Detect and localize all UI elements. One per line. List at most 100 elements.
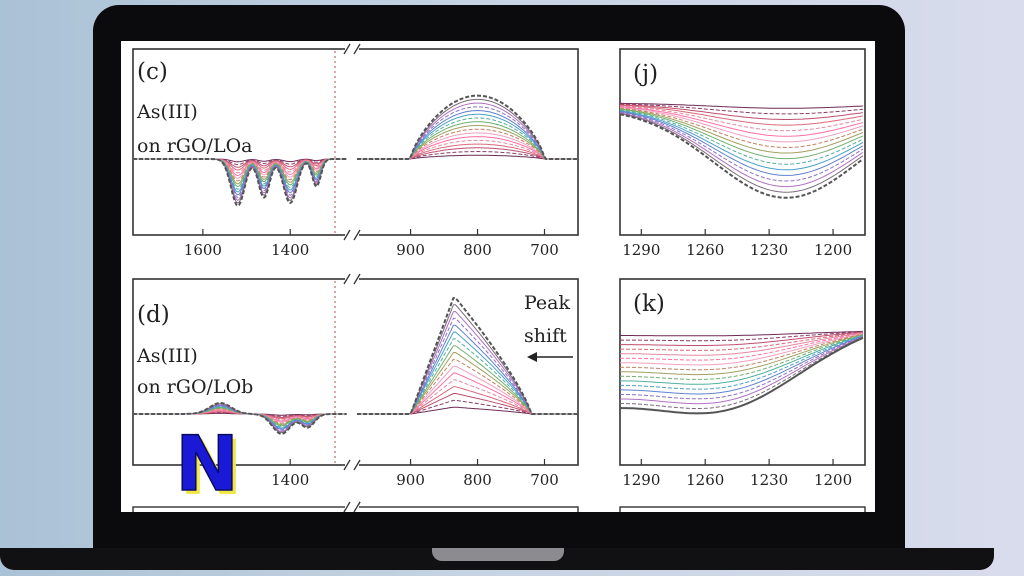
panel-k-series-2 xyxy=(620,331,863,342)
panel-j-tick-label: 1290 xyxy=(622,241,660,259)
panel-d-left-series-8 xyxy=(133,408,347,424)
panel-d-right-series-16 xyxy=(357,304,578,415)
panel-k-series-15 xyxy=(620,336,864,405)
panel-d-tick-label: 1400 xyxy=(271,471,309,489)
panel-j-series-6 xyxy=(619,106,864,137)
peak-shift-arrow-icon xyxy=(527,352,573,362)
panel-k-series-17 xyxy=(619,336,864,415)
panel-c-annotation-line2: on rGO/LOa xyxy=(137,135,252,157)
panel-k-ticks: 1290 1260 1230 1200 xyxy=(622,459,852,489)
panel-c-right-series-5 xyxy=(357,139,578,160)
panel-k-series xyxy=(619,330,864,415)
panel-k-series-16 xyxy=(620,337,864,409)
figure-canvas: (c) As(III) on rGO/LOa 1600 1400 900 800 700… xyxy=(132,42,866,512)
panel-k-tick-label: 1200 xyxy=(814,471,852,489)
panel-j-series-1 xyxy=(620,102,863,109)
panel-d-tick-label: 900 xyxy=(396,471,425,489)
panel-k: (k) 1290 1260 1230 1200 xyxy=(619,278,866,489)
panel-d-right-series-10 xyxy=(357,345,578,415)
panel-c-axis-break xyxy=(343,42,361,242)
panel-k-series-5 xyxy=(620,332,863,356)
panel-d-axis-break xyxy=(343,272,361,472)
panel-c-tick-label: 1400 xyxy=(271,241,309,259)
panel-d-annotation-line2: on rGO/LOb xyxy=(137,376,253,398)
panel-c-left-series-5 xyxy=(133,158,347,174)
panel-c: (c) As(III) on rGO/LOa 1600 1400 900 800 700 xyxy=(132,42,579,259)
panel-j-series-3 xyxy=(619,104,863,120)
panel-d-label: (d) xyxy=(137,302,170,328)
panel-j-series xyxy=(619,102,864,199)
panel-j-ticks: 1290 1260 1230 1200 xyxy=(622,229,852,259)
n-logo-shadow: N xyxy=(179,428,241,496)
panel-k-label: (k) xyxy=(633,291,665,317)
panel-j-series-11 xyxy=(619,109,864,165)
panel-k-series-10 xyxy=(620,334,864,380)
panel-d-right-series-11 xyxy=(357,338,578,415)
panel-k-series-4 xyxy=(620,332,863,351)
panel-c-left-series-17 xyxy=(133,158,347,208)
laptop-screen: (c) As(III) on rGO/LOa 1600 1400 900 800 700… xyxy=(121,41,875,512)
panel-d-peak-label: Peak xyxy=(524,292,571,314)
panel-d-right-series-9 xyxy=(357,351,578,415)
panel-k-series-8 xyxy=(620,333,864,371)
panel-j-series-15 xyxy=(619,112,864,188)
panel-d-right-series-4 xyxy=(357,386,578,415)
panel-k-tick-label: 1290 xyxy=(622,471,660,489)
panel-k-series-9 xyxy=(620,334,864,376)
panel-d-right-series-3 xyxy=(357,393,578,415)
panel-c-tick-label: 800 xyxy=(463,241,492,259)
panel-c-ticks: 1600 1400 900 800 700 xyxy=(184,229,559,259)
panel-k-series-6 xyxy=(620,332,863,361)
panel-j-series-8 xyxy=(619,107,864,149)
panel-k-series-3 xyxy=(620,331,863,346)
panel-k-series-7 xyxy=(620,333,863,366)
panel-next-axis-break xyxy=(343,500,361,512)
panel-d-series xyxy=(133,296,578,435)
panel-k-series-13 xyxy=(620,335,864,395)
panel-j-label: (j) xyxy=(633,61,658,87)
panel-d-tick-label: 700 xyxy=(530,471,559,489)
panel-j-series-7 xyxy=(619,106,864,143)
panel-c-right-series-17 xyxy=(357,94,578,160)
panel-j-series-13 xyxy=(619,111,864,176)
panel-d-left-series-17 xyxy=(133,402,347,435)
panel-c-tick-label: 700 xyxy=(530,241,559,259)
panel-k-series-11 xyxy=(620,334,864,385)
n-logo-glyph: N xyxy=(175,428,239,496)
panel-c-annotation-line1: As(III) xyxy=(136,101,198,123)
panel-d-annotation-line1: As(III) xyxy=(136,345,198,367)
panel-d-right-series-2 xyxy=(357,399,578,415)
panel-k-tick-label: 1260 xyxy=(686,471,724,489)
panel-c-left-series-16 xyxy=(133,158,347,204)
panel-j-series-16 xyxy=(619,113,864,193)
panel-j-tick-label: 1200 xyxy=(814,241,852,259)
panel-k-tick-label: 1230 xyxy=(750,471,788,489)
panel-c-tick-label: 900 xyxy=(396,241,425,259)
panel-next-right-frame xyxy=(619,506,866,512)
panel-j-series-2 xyxy=(620,103,863,115)
panel-j: (j) 1290 1260 1230 1200 xyxy=(619,48,866,259)
panel-c-label: (c) xyxy=(137,59,168,85)
panel-d-tick-label: 800 xyxy=(463,471,492,489)
panel-d-ticks: 1400 900 800 700 xyxy=(271,459,559,489)
panel-c-right-series-9 xyxy=(357,125,578,160)
laptop-notch xyxy=(432,548,564,561)
panel-d-right-series-1 xyxy=(357,406,578,415)
panel-j-series-10 xyxy=(619,109,864,160)
panel-c-right-series-16 xyxy=(357,98,578,160)
panel-c-left-series-14 xyxy=(133,158,347,199)
panel-d-right-series-5 xyxy=(357,379,578,415)
panel-d-right-series-8 xyxy=(357,358,578,415)
panel-j-tick-label: 1230 xyxy=(750,241,788,259)
panel-d: (d) As(III) on rGO/LOb Peak shift 1400 90… xyxy=(132,272,579,489)
panel-j-series-4 xyxy=(619,104,863,126)
panel-j-series-12 xyxy=(619,110,864,171)
panel-c-left-series-2 xyxy=(133,158,347,166)
panel-c-tick-label: 1600 xyxy=(184,241,222,259)
panel-k-series-1 xyxy=(620,330,863,337)
panel-k-series-12 xyxy=(620,335,864,390)
panel-d-shift-label: shift xyxy=(524,325,567,347)
panel-j-series-5 xyxy=(619,105,864,132)
panel-j-tick-label: 1260 xyxy=(686,241,724,259)
panel-j-series-9 xyxy=(619,108,864,154)
